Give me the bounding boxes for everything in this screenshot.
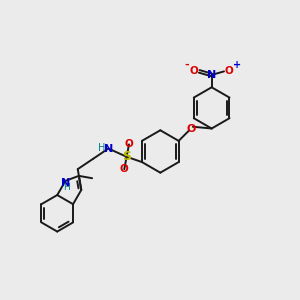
Text: +: + [233, 60, 241, 70]
Text: H: H [64, 183, 70, 192]
Text: -: - [184, 60, 189, 70]
Text: S: S [122, 150, 131, 163]
Text: O: O [120, 164, 129, 174]
Text: O: O [186, 124, 196, 134]
Text: O: O [124, 140, 134, 149]
Text: H: H [98, 142, 106, 153]
Text: N: N [61, 178, 70, 188]
Text: O: O [190, 66, 199, 76]
Text: N: N [104, 143, 113, 154]
Text: O: O [225, 66, 233, 76]
Text: N: N [207, 70, 216, 80]
